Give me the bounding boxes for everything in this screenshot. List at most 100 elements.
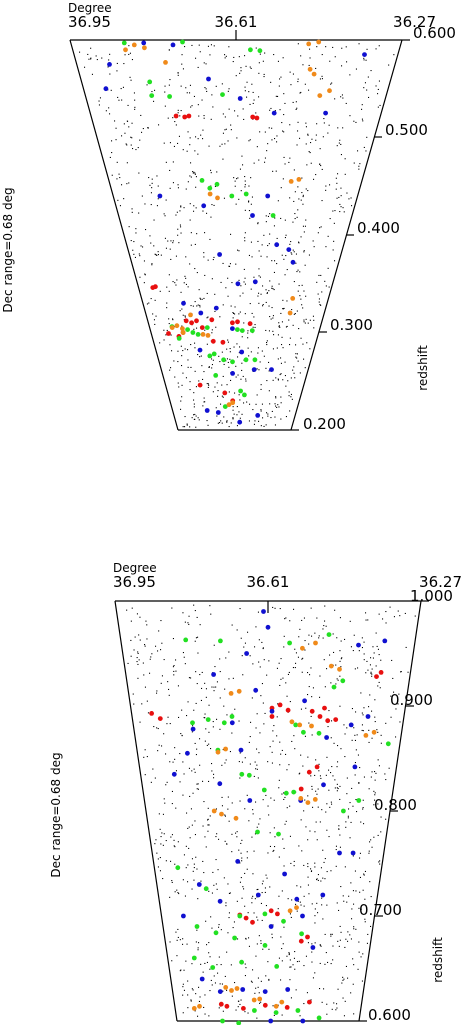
- background-galaxy-dot: [223, 705, 225, 707]
- background-galaxy-dot: [171, 881, 173, 883]
- background-galaxy-dot: [247, 912, 249, 914]
- background-galaxy-dot: [238, 313, 240, 315]
- background-galaxy-dot: [212, 259, 214, 261]
- background-galaxy-dot: [343, 1015, 345, 1017]
- blue-galaxy-point: [294, 896, 300, 902]
- background-galaxy-dot: [363, 87, 365, 89]
- background-galaxy-dot: [241, 761, 243, 763]
- background-galaxy-dot: [215, 686, 217, 688]
- background-galaxy-dot: [178, 893, 180, 895]
- background-galaxy-dot: [378, 765, 380, 767]
- background-galaxy-dot: [355, 749, 357, 751]
- background-galaxy-dot: [309, 830, 311, 832]
- background-galaxy-dot: [264, 157, 266, 159]
- background-galaxy-dot: [300, 708, 302, 710]
- background-galaxy-dot: [285, 820, 287, 822]
- red-galaxy-point: [243, 915, 249, 921]
- background-galaxy-dot: [254, 833, 256, 835]
- background-galaxy-dot: [289, 344, 291, 346]
- background-galaxy-dot: [247, 631, 249, 633]
- background-galaxy-dot: [242, 292, 244, 294]
- background-galaxy-dot: [265, 329, 267, 331]
- background-galaxy-dot: [155, 315, 157, 317]
- background-galaxy-dot: [201, 671, 203, 673]
- background-galaxy-dot: [193, 95, 195, 97]
- background-galaxy-dot: [329, 806, 331, 808]
- background-galaxy-dot: [226, 348, 228, 350]
- background-galaxy-dot: [151, 182, 153, 184]
- background-galaxy-dot: [180, 85, 182, 87]
- background-galaxy-dot: [176, 211, 178, 213]
- background-galaxy-dot: [370, 925, 372, 927]
- background-galaxy-dot: [259, 53, 261, 55]
- background-galaxy-dot: [176, 889, 178, 891]
- background-galaxy-dot: [177, 187, 179, 189]
- background-galaxy-dot: [267, 852, 269, 854]
- background-galaxy-dot: [186, 943, 188, 945]
- background-galaxy-dot: [350, 197, 352, 199]
- background-galaxy-dot: [163, 142, 165, 144]
- background-galaxy-dot: [245, 65, 247, 67]
- background-galaxy-dot: [311, 961, 313, 963]
- background-galaxy-dot: [217, 422, 219, 424]
- background-galaxy-dot: [234, 982, 236, 984]
- blue-galaxy-point: [181, 913, 186, 919]
- background-galaxy-dot: [132, 249, 134, 251]
- blue-galaxy-point: [230, 326, 235, 331]
- background-galaxy-dot: [307, 694, 309, 696]
- background-galaxy-dot: [170, 240, 172, 242]
- background-galaxy-dot: [269, 233, 271, 235]
- background-galaxy-dot: [262, 648, 264, 650]
- background-galaxy-dot: [306, 992, 308, 994]
- dec-range-label: Dec range=0.68 deg: [1, 187, 15, 312]
- background-galaxy-dot: [99, 97, 101, 99]
- background-galaxy-dot: [361, 118, 363, 120]
- background-galaxy-dot: [215, 859, 217, 861]
- red-galaxy-point: [241, 1006, 246, 1011]
- background-galaxy-dot: [335, 177, 337, 179]
- background-galaxy-dot: [147, 127, 149, 129]
- background-galaxy-dot: [378, 681, 380, 683]
- orange-galaxy-point: [188, 312, 193, 318]
- background-galaxy-dot: [157, 858, 159, 860]
- background-galaxy-dot: [221, 83, 223, 85]
- ra-tick-label: 36.61: [247, 573, 290, 591]
- background-galaxy-dot: [221, 422, 223, 424]
- background-galaxy-dot: [254, 326, 256, 328]
- background-galaxy-dot: [284, 823, 286, 825]
- background-galaxy-dot: [267, 961, 269, 963]
- background-galaxy-dot: [319, 163, 321, 165]
- background-galaxy-dot: [242, 375, 244, 377]
- background-galaxy-dot: [315, 174, 317, 176]
- background-galaxy-dot: [328, 836, 330, 838]
- background-galaxy-dot: [258, 639, 260, 641]
- background-galaxy-dot: [327, 961, 329, 963]
- background-galaxy-dot: [206, 90, 208, 92]
- background-galaxy-dot: [254, 898, 256, 900]
- background-galaxy-dot: [174, 846, 176, 848]
- background-galaxy-dot: [187, 864, 189, 866]
- background-galaxy-dot: [226, 951, 228, 953]
- background-galaxy-dot: [250, 980, 252, 982]
- background-galaxy-dot: [360, 821, 362, 823]
- background-galaxy-dot: [151, 653, 153, 655]
- background-galaxy-dot: [286, 269, 288, 271]
- background-galaxy-dot: [337, 988, 339, 990]
- background-galaxy-dot: [208, 731, 210, 733]
- background-galaxy-dot: [210, 748, 212, 750]
- background-galaxy-dot: [300, 754, 302, 756]
- background-galaxy-dot: [340, 187, 342, 189]
- orange-galaxy-point: [197, 1003, 202, 1009]
- background-galaxy-dot: [135, 149, 137, 151]
- background-galaxy-dot: [273, 1014, 275, 1016]
- background-galaxy-dot: [278, 325, 280, 327]
- background-galaxy-dot: [205, 846, 207, 848]
- background-galaxy-dot: [216, 382, 218, 384]
- background-galaxy-dot: [148, 177, 150, 179]
- background-galaxy-dot: [260, 409, 262, 411]
- background-galaxy-dot: [280, 76, 282, 78]
- orange-galaxy-point: [200, 332, 206, 337]
- background-galaxy-dot: [158, 744, 160, 746]
- background-galaxy-dot: [215, 407, 217, 409]
- background-galaxy-dot: [207, 824, 209, 826]
